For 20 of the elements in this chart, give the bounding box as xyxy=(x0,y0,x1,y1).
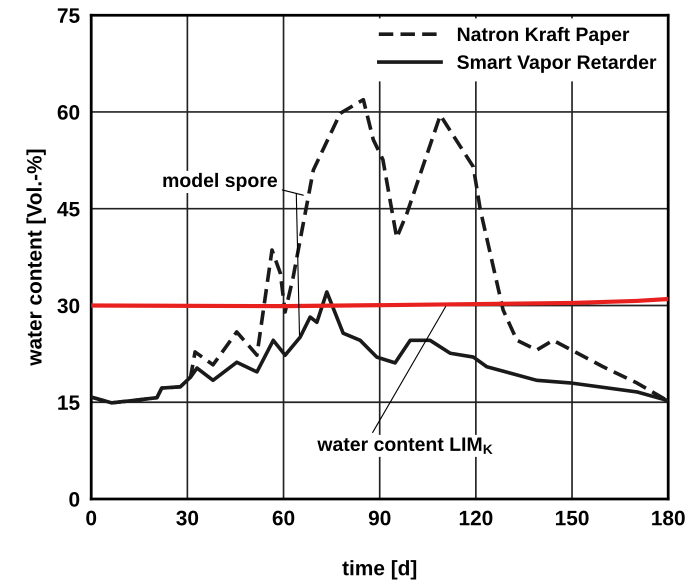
line-series xyxy=(91,296,668,308)
y-tick-label: 0 xyxy=(69,492,80,507)
x-tick-label: 0 xyxy=(86,510,96,526)
y-axis-title: water content [Vol.-%] xyxy=(26,150,46,366)
annotation: water content LIM$_{K}$ xyxy=(317,437,493,454)
y-tick-label: 45 xyxy=(57,202,80,216)
annotation: model spore xyxy=(163,172,278,191)
x-tick-label: 120 xyxy=(460,510,492,526)
y-tick-label: 60 xyxy=(58,104,80,120)
legend-label: Smart Vapor Retarder xyxy=(457,54,656,73)
x-tick-label: 90 xyxy=(368,510,390,526)
y-tick-label: 75 xyxy=(58,8,80,23)
x-tick-label: 180 xyxy=(652,510,685,526)
x-tick-label: 30 xyxy=(176,510,198,526)
x-axis-title: time [d] xyxy=(342,560,416,580)
x-tick-label: 60 xyxy=(272,510,294,526)
legend-label: Natron Kraft Paper xyxy=(458,26,630,46)
x-tick-label: 150 xyxy=(556,510,589,526)
y-tick-label: 30 xyxy=(57,298,80,314)
y-tick-label: 15 xyxy=(58,395,80,410)
